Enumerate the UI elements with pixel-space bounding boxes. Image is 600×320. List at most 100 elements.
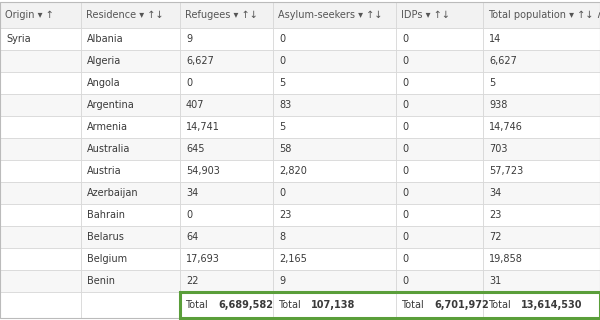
Text: Belarus: Belarus — [87, 232, 124, 242]
Bar — [0, 72, 81, 94]
Bar — [0, 204, 81, 226]
Bar — [483, 270, 600, 292]
Text: 407: 407 — [186, 100, 205, 110]
Bar — [180, 50, 273, 72]
Bar — [273, 116, 396, 138]
Bar — [396, 116, 483, 138]
Text: Angola: Angola — [87, 78, 121, 88]
Text: 23: 23 — [279, 210, 292, 220]
Bar — [396, 292, 483, 318]
Bar — [396, 182, 483, 204]
Text: 23: 23 — [489, 210, 502, 220]
Bar — [396, 160, 483, 182]
Bar — [483, 50, 600, 72]
Text: 9: 9 — [186, 34, 192, 44]
Text: 8: 8 — [279, 232, 285, 242]
Bar — [483, 72, 600, 94]
Text: 703: 703 — [489, 144, 508, 154]
Text: 0: 0 — [402, 56, 408, 66]
Text: Benin: Benin — [87, 276, 115, 286]
Bar — [0, 50, 81, 72]
Bar — [180, 28, 273, 50]
Text: Total population ▾ ↑↓ ∧: Total population ▾ ↑↓ ∧ — [488, 10, 600, 20]
Text: Total: Total — [278, 300, 304, 310]
Bar — [81, 138, 180, 160]
Text: 9: 9 — [279, 276, 285, 286]
Text: 6,701,972: 6,701,972 — [434, 300, 489, 310]
Text: 0: 0 — [402, 276, 408, 286]
Bar — [81, 2, 180, 28]
Text: Origin ▾ ↑: Origin ▾ ↑ — [5, 10, 54, 20]
Bar — [0, 270, 81, 292]
Text: Total: Total — [185, 300, 211, 310]
Bar — [180, 292, 600, 318]
Bar — [273, 182, 396, 204]
Bar — [396, 226, 483, 248]
Bar — [180, 2, 273, 28]
Bar — [483, 94, 600, 116]
Bar — [483, 292, 600, 318]
Text: 6,627: 6,627 — [489, 56, 517, 66]
Bar — [180, 138, 273, 160]
Text: 938: 938 — [489, 100, 508, 110]
Text: 0: 0 — [186, 78, 192, 88]
Bar — [81, 28, 180, 50]
Text: 54,903: 54,903 — [186, 166, 220, 176]
Bar — [180, 94, 273, 116]
Bar — [81, 116, 180, 138]
Bar — [273, 204, 396, 226]
Text: 6,627: 6,627 — [186, 56, 214, 66]
Text: Residence ▾ ↑↓: Residence ▾ ↑↓ — [86, 10, 163, 20]
Text: 0: 0 — [402, 122, 408, 132]
Bar — [180, 292, 273, 318]
Bar — [81, 72, 180, 94]
Text: 0: 0 — [402, 78, 408, 88]
Text: 22: 22 — [186, 276, 199, 286]
Text: 83: 83 — [279, 100, 291, 110]
Bar — [0, 226, 81, 248]
Text: Algeria: Algeria — [87, 56, 121, 66]
Bar — [0, 182, 81, 204]
Bar — [180, 270, 273, 292]
Text: 2,820: 2,820 — [279, 166, 307, 176]
Text: 0: 0 — [402, 232, 408, 242]
Text: 31: 31 — [489, 276, 501, 286]
Text: 64: 64 — [186, 232, 198, 242]
Text: 58: 58 — [279, 144, 292, 154]
Text: 19,858: 19,858 — [489, 254, 523, 264]
Bar — [273, 2, 396, 28]
Bar — [396, 204, 483, 226]
Bar — [180, 116, 273, 138]
Text: 0: 0 — [186, 210, 192, 220]
Bar — [273, 160, 396, 182]
Text: 2,165: 2,165 — [279, 254, 307, 264]
Bar — [180, 160, 273, 182]
Text: 107,138: 107,138 — [311, 300, 356, 310]
Text: 0: 0 — [402, 188, 408, 198]
Text: 0: 0 — [402, 100, 408, 110]
Bar — [273, 28, 396, 50]
Bar — [483, 2, 600, 28]
Text: Argentina: Argentina — [87, 100, 135, 110]
Bar — [0, 138, 81, 160]
Text: Australia: Australia — [87, 144, 130, 154]
Text: 6,689,582: 6,689,582 — [218, 300, 274, 310]
Bar — [0, 160, 81, 182]
Text: 13,614,530: 13,614,530 — [521, 300, 583, 310]
Text: Belgium: Belgium — [87, 254, 127, 264]
Text: 14: 14 — [489, 34, 501, 44]
Text: 17,693: 17,693 — [186, 254, 220, 264]
Bar — [273, 270, 396, 292]
Bar — [483, 182, 600, 204]
Bar — [0, 116, 81, 138]
Bar — [273, 138, 396, 160]
Bar — [483, 204, 600, 226]
Bar — [273, 248, 396, 270]
Bar — [81, 226, 180, 248]
Text: 14,746: 14,746 — [489, 122, 523, 132]
Text: 0: 0 — [279, 56, 285, 66]
Text: Austria: Austria — [87, 166, 122, 176]
Text: 14,741: 14,741 — [186, 122, 220, 132]
Text: Albania: Albania — [87, 34, 124, 44]
Bar — [81, 50, 180, 72]
